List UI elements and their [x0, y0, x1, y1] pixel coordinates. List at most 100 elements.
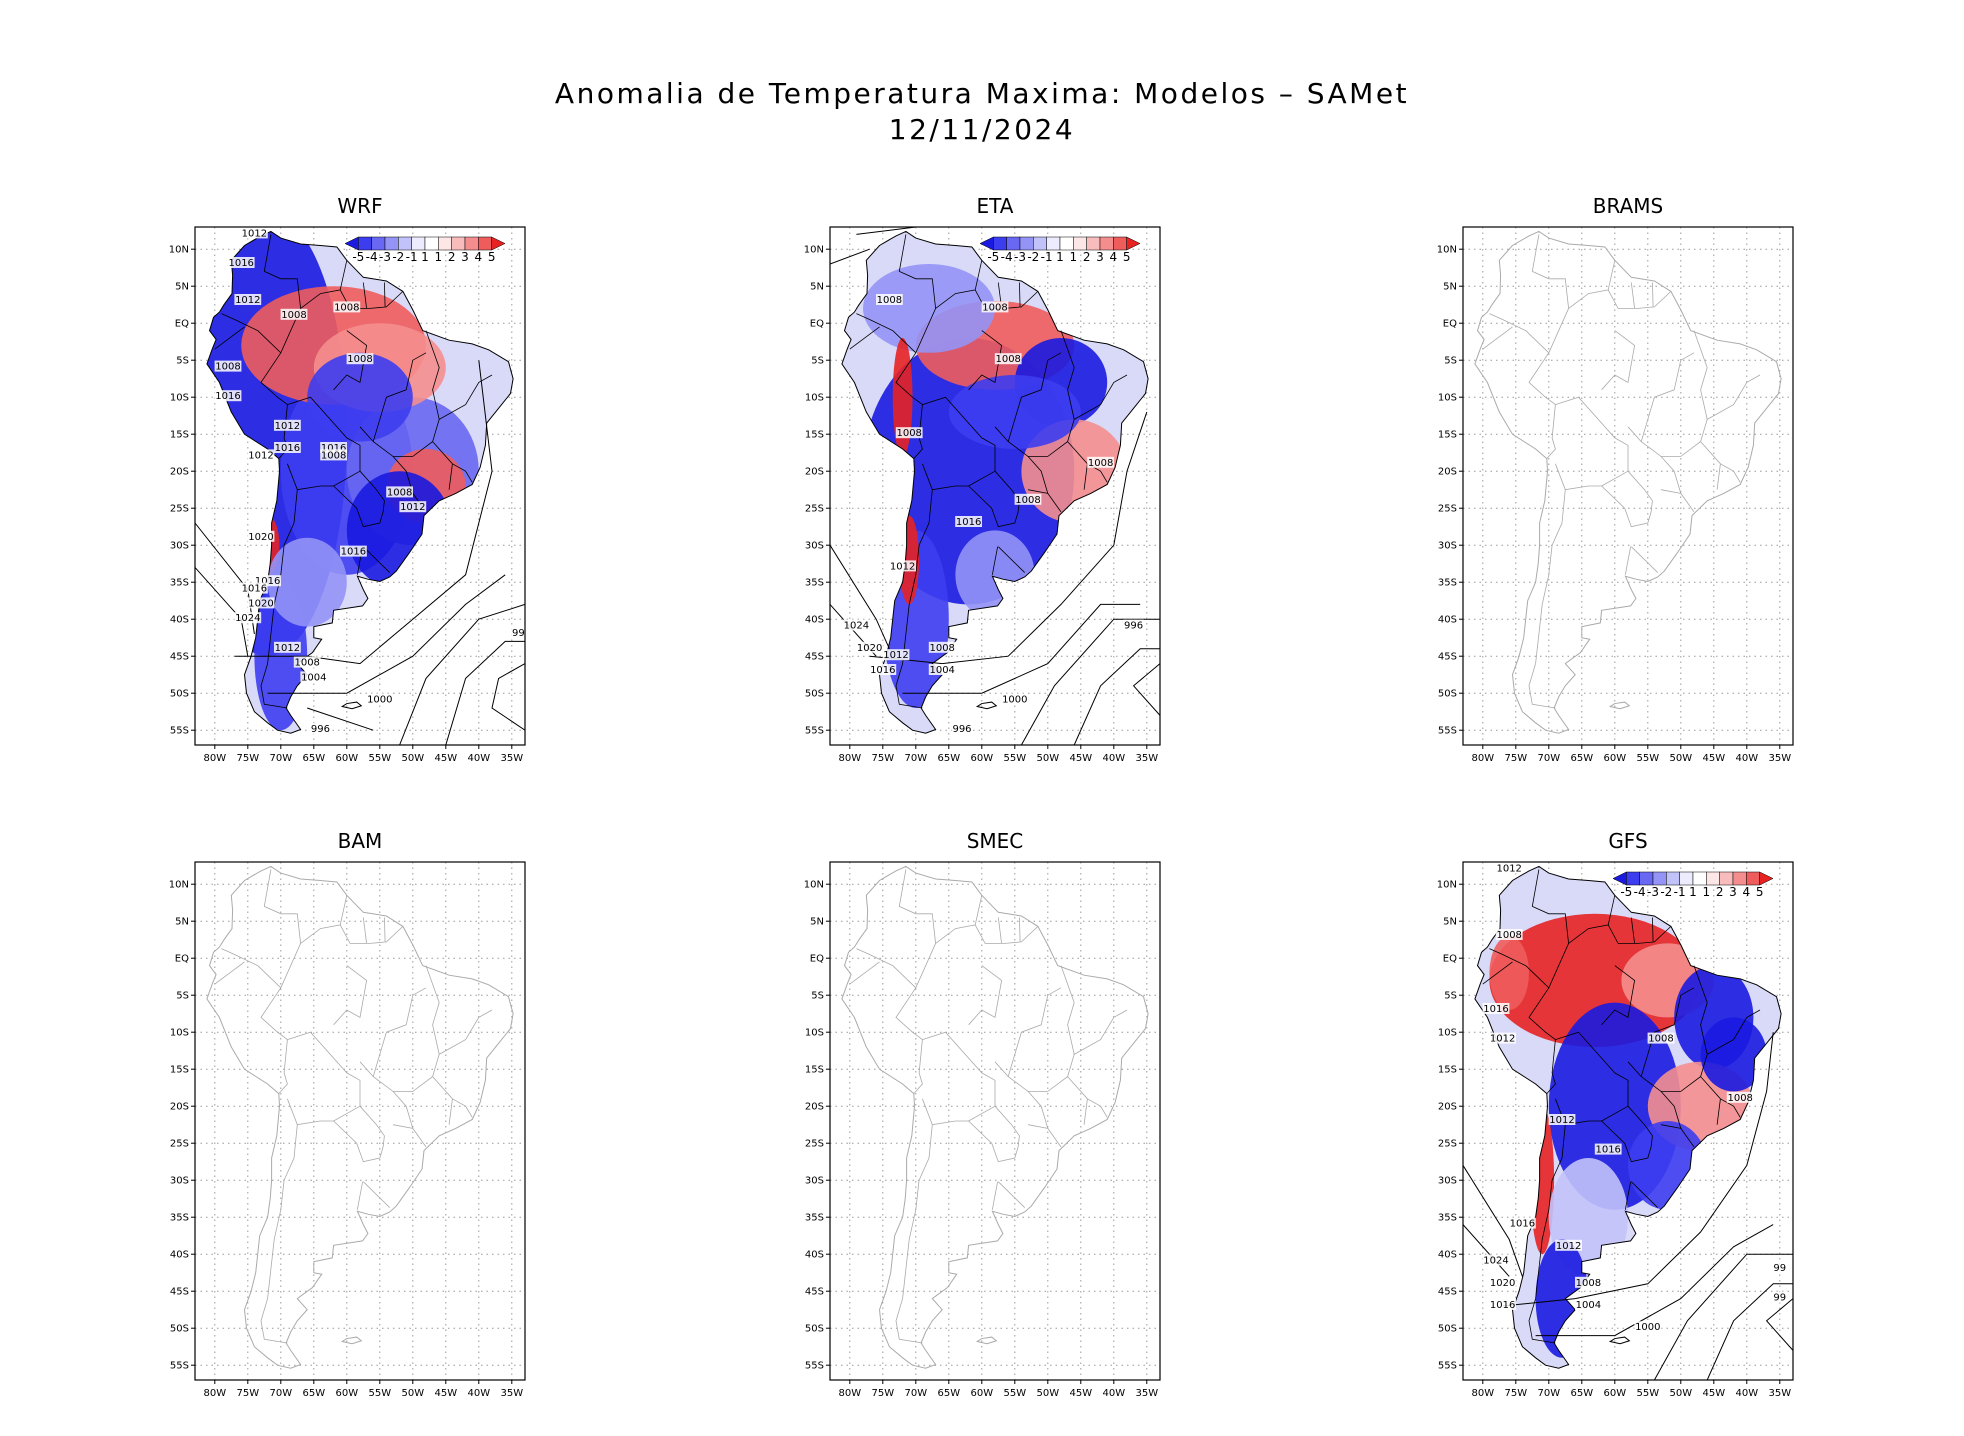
colorbar-segment	[1626, 871, 1640, 886]
lon-label: 55W	[368, 753, 391, 764]
lon-label: 50W	[401, 1388, 424, 1399]
contour-label: 1016	[215, 391, 240, 402]
map-frame	[1462, 226, 1794, 746]
colorbar-label: 3	[461, 250, 469, 264]
map-canvas: BRAMS 10N 5N EQ 5S 10S 15S 20S 25S 30S 35S 40S 45S 50…	[1437, 194, 1794, 764]
colorbar-label: 1	[421, 250, 429, 264]
contour-label-bg	[1772, 1262, 1787, 1273]
colorbar: -5 -4 -3 -2 -1 1 1 2 3 4 5	[1612, 871, 1774, 899]
contour-label-bg	[895, 427, 923, 439]
lat-label: 40S	[1438, 1250, 1457, 1261]
lat-label: 25S	[805, 504, 824, 515]
country-border	[1083, 463, 1088, 490]
lon-label: 65W	[937, 1388, 960, 1399]
falkland-islands	[340, 1336, 363, 1345]
country-border	[991, 1181, 999, 1210]
contour-label: 1024	[1483, 1256, 1508, 1267]
country-border	[1707, 374, 1761, 420]
coastline	[206, 865, 514, 1369]
lat-label: 45S	[805, 1287, 824, 1298]
contour-label-bg	[1123, 619, 1144, 631]
contour-label-bg	[247, 449, 275, 461]
lat-label: 25S	[1438, 504, 1457, 515]
colorbar-label: 5	[1123, 250, 1131, 264]
contour-label-bg	[300, 671, 328, 683]
colorbar-segment	[438, 236, 452, 251]
colorbar-arrow-right	[1126, 236, 1141, 251]
country-border	[1652, 917, 1654, 942]
colorbar-label: 1	[1689, 885, 1697, 899]
colorbar-label: -4	[366, 250, 378, 264]
colorbar-label: 5	[1756, 885, 1764, 899]
country-border	[1607, 289, 1672, 309]
contour-label: 1008	[1648, 1034, 1673, 1045]
contour-label: 1008	[1088, 458, 1113, 469]
contour-label-bg	[1726, 1091, 1754, 1103]
contour-label: 1008	[347, 354, 372, 365]
isobar-line	[307, 707, 374, 731]
country-border	[339, 924, 404, 944]
contour-label: 1016	[228, 258, 253, 269]
lon-label: 35W	[500, 753, 523, 764]
colorbar-label: 4	[475, 250, 483, 264]
lat-label: EQ	[1443, 319, 1457, 330]
country-border	[1525, 234, 1570, 354]
contour-label-bg	[274, 641, 301, 653]
lat-label: 45S	[805, 652, 824, 663]
lon-label: 75W	[871, 753, 894, 764]
country-border	[300, 260, 348, 309]
country-border	[998, 1181, 1025, 1208]
lat-label: 5S	[811, 356, 824, 367]
colorbar-label: 3	[1096, 250, 1104, 264]
country-border	[1601, 330, 1636, 391]
contour-label: 1012	[1549, 1115, 1574, 1126]
isobar-line	[856, 227, 916, 235]
country-border	[333, 965, 368, 1026]
isobar-line	[902, 603, 1141, 694]
lon-label: 75W	[1504, 1388, 1527, 1399]
lon-label: 55W	[1636, 1388, 1659, 1399]
contour-label-bg	[227, 257, 255, 268]
lat-label: 10N	[804, 245, 824, 256]
lon-label: 80W	[1471, 753, 1494, 764]
anomaly-patch-warm	[1628, 1121, 1708, 1210]
isobar-line	[830, 544, 890, 650]
colorbar-label: -3	[379, 250, 391, 264]
lon-label: 55W	[368, 1388, 391, 1399]
country-border	[260, 987, 288, 1094]
contour-label-bg	[399, 501, 427, 513]
country-border	[359, 965, 440, 1092]
colorbar-segment	[1639, 871, 1654, 886]
lat-label: 10S	[805, 393, 824, 404]
lat-label: 5S	[176, 356, 189, 367]
contour-label-bg	[1634, 1321, 1662, 1333]
anomaly-patch-warm	[1700, 1017, 1767, 1092]
figure-title: Anomalia de Temperatura Maxima: Modelos …	[554, 77, 1410, 110]
country-border	[1627, 330, 1708, 457]
lat-label: 50S	[805, 1324, 824, 1335]
contour-label: 1012	[248, 450, 273, 461]
contour-label: 1008	[294, 658, 319, 669]
lon-label: 60W	[335, 753, 358, 764]
lat-label: 55S	[805, 726, 824, 737]
lon-label: 75W	[236, 753, 259, 764]
lon-label: 35W	[1768, 1388, 1791, 1399]
colorbar-arrow-right	[491, 236, 506, 251]
isobar-line	[1073, 648, 1160, 745]
country-border	[287, 1031, 361, 1126]
contour-label: 1008	[1496, 930, 1521, 941]
colorbar-label: 1	[1070, 250, 1078, 264]
contour-label-bg	[293, 656, 321, 668]
contour-label: 1008	[281, 310, 306, 321]
country-border	[892, 234, 937, 354]
anomaly-patch-warm	[899, 515, 920, 605]
country-border	[1601, 965, 1636, 1026]
colorbar-label: -1	[1041, 250, 1053, 264]
map-canvas: GFS 1012 1008 1016 1012 1008 1008 1012 1016 1016 1…	[1437, 829, 1794, 1399]
isobar-line	[1706, 1283, 1793, 1380]
lon-label: 65W	[302, 753, 325, 764]
colorbar-segment	[1073, 236, 1087, 251]
contour-label-bg	[280, 308, 308, 320]
lat-label: 30S	[1438, 1176, 1457, 1187]
lat-label: 35S	[1438, 1213, 1457, 1224]
